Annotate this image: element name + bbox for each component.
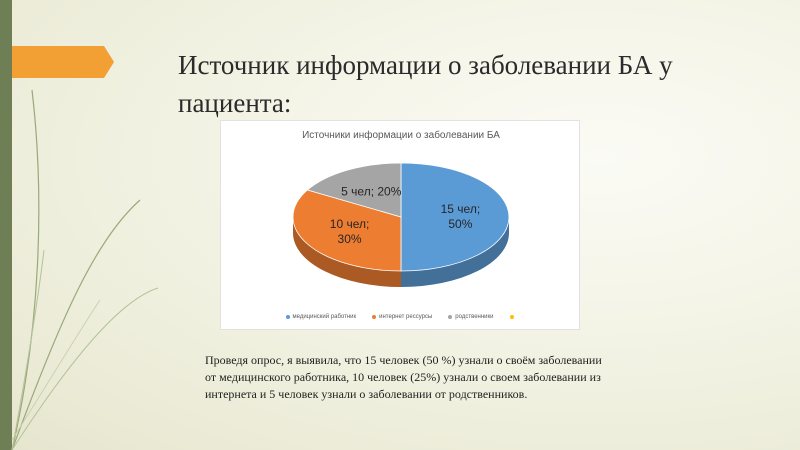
left-sidebar-bar <box>0 0 12 450</box>
legend-swatch-1 <box>372 315 377 319</box>
pie-slice-1 <box>292 189 402 272</box>
slide-caption: Проведя опрос, я выявила, что 15 человек… <box>205 353 602 401</box>
pie-slice-2 <box>306 162 402 218</box>
pie-data-label-1: 10 чел; 30% <box>330 217 370 246</box>
pie-data-label-0: 15 чел; 50% <box>441 202 481 231</box>
legend-item-0: медицинский работник <box>285 314 357 320</box>
slide-title: Источник информации о заболевании БА у п… <box>178 50 673 118</box>
legend-item-3 <box>509 314 517 320</box>
chart-card: Источники информации о заболевании БА 15… <box>220 120 580 330</box>
legend-swatch-2 <box>448 315 453 319</box>
pie-data-label-2: 5 чел; 20% <box>341 184 402 198</box>
legend-item-1: интернет рессурсы <box>372 314 432 320</box>
title-accent-bar <box>12 46 104 78</box>
legend-label-2: родственники <box>455 314 494 320</box>
pie-chart: 15 чел; 50% 10 чел; 30% 5 чел; 20% <box>292 162 510 287</box>
legend-swatch-0 <box>285 315 290 319</box>
pie-slice-0 <box>400 162 510 272</box>
chart-legend: медицинский работник интернет рессурсы род… <box>221 314 581 320</box>
legend-swatch-3 <box>509 315 514 319</box>
legend-item-2: родственники <box>448 314 494 320</box>
legend-label-1: интернет рессурсы <box>379 314 433 320</box>
title-accent-arrow <box>104 46 114 78</box>
chart-title: Источники информации о заболевании БА <box>302 130 500 141</box>
legend-label-0: медицинский работник <box>292 314 357 320</box>
